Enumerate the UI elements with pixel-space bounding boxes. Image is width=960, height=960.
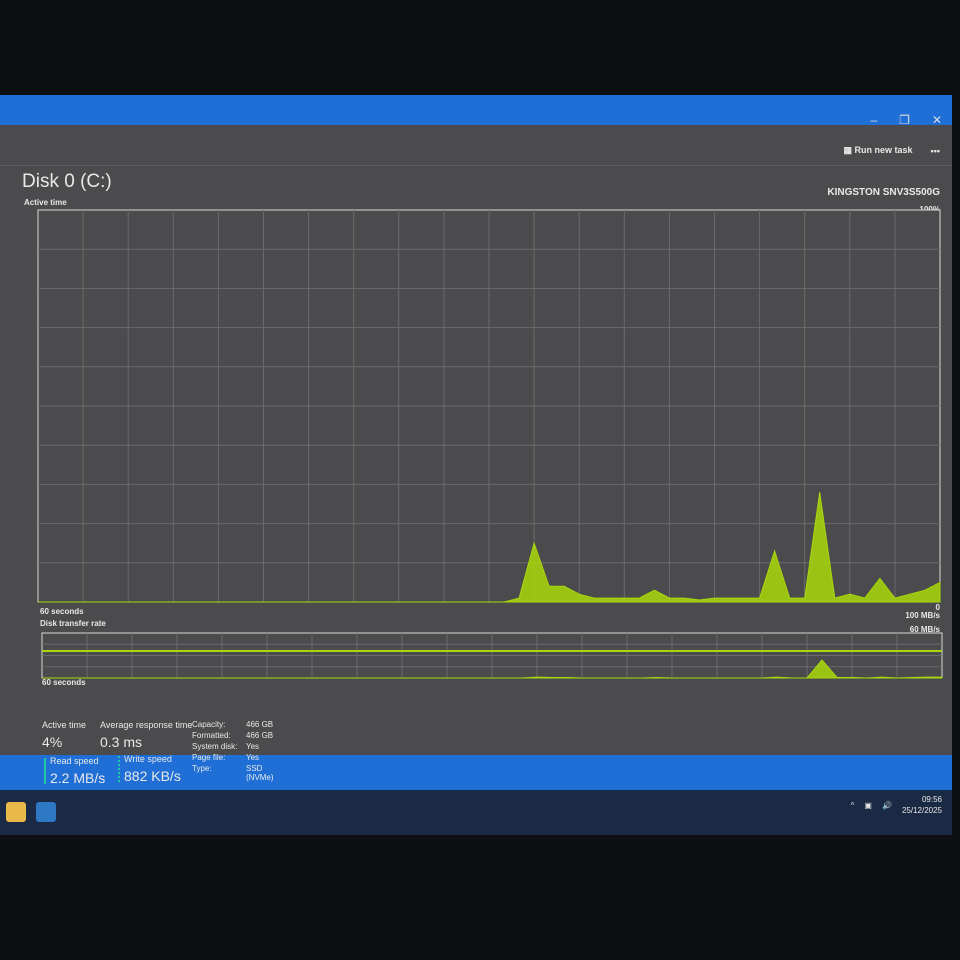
file-explorer-icon[interactable] [6,802,26,822]
active-time-label: Active time [24,198,67,207]
transfer-rate-max-label: 100 MB/s [905,611,940,620]
series-area-1 [42,659,943,679]
active-time-stat: Active time 4% [42,720,87,750]
task-manager-taskbar-icon[interactable] [36,802,56,822]
transfer-rate-marker-label: 60 MB/s [909,625,940,634]
tray-chevron-icon[interactable]: ^ [850,800,855,810]
task-manager-window: – ❐ ✕ ▦ Run new task ••• Disk 0 (C:) KIN… [0,113,952,786]
network-icon[interactable]: ▣ [864,800,872,810]
disk-model: KINGSTON SNV3S500G [827,187,940,198]
title-bar: – ❐ ✕ [870,113,942,127]
write-speed-stat: Write speed 882 KB/s [118,754,181,784]
active-time-min-label: 0 [935,603,940,612]
page-title: Disk 0 (C:) [22,171,112,192]
close-button[interactable]: ✕ [931,113,942,127]
monitor-screen: – ❐ ✕ ▦ Run new task ••• Disk 0 (C:) KIN… [0,95,952,835]
maximize-button[interactable]: ❐ [899,113,910,127]
divider [0,165,952,166]
write-legend-bar [118,756,122,782]
read-speed-stat: Read speed 2.2 MB/s [44,756,105,786]
run-new-task-button[interactable]: ▦ Run new task [843,145,913,155]
minimize-button[interactable]: – [870,113,878,127]
active-time-x-label: 60 seconds [40,607,84,616]
disk-properties: Capacity: 466 GB Formatted: 466 GB System … [192,720,274,782]
avg-response-stat: Average response time 0.3 ms [100,720,193,750]
more-options-button[interactable]: ••• [930,145,940,156]
transfer-rate-label: Disk transfer rate [40,619,106,628]
series-area-0 [38,492,941,603]
run-task-icon: ▦ [843,145,855,155]
command-bar: ▦ Run new task ••• [844,145,940,156]
volume-icon[interactable]: 🔊 [881,800,892,810]
charts [37,209,943,679]
system-tray: ^ ▣ 🔊 09:56 25/12/2025 [851,794,942,816]
clock[interactable]: 09:56 25/12/2025 [901,795,942,815]
transfer-rate-x-label: 60 seconds [42,678,86,687]
taskbar: ^ ▣ 🔊 09:56 25/12/2025 [0,790,952,835]
read-legend-bar [44,758,46,784]
